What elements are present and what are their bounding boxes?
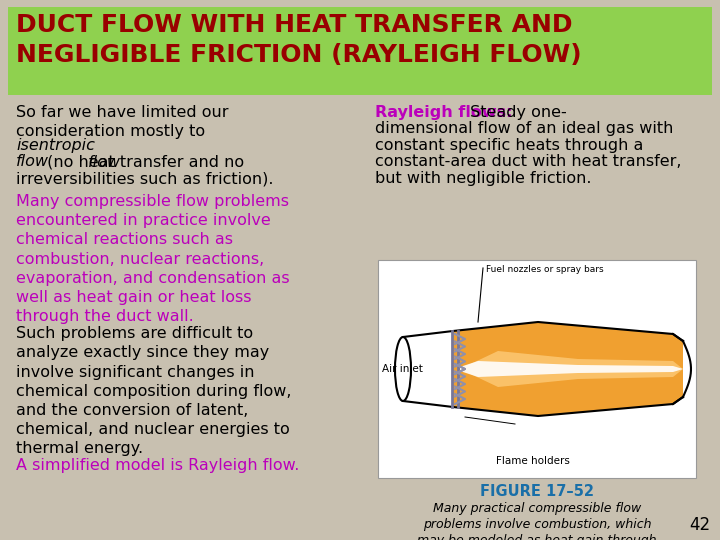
Polygon shape <box>460 361 683 377</box>
Text: irreversibilities such as friction).: irreversibilities such as friction). <box>16 171 274 186</box>
Text: Many compressible flow problems
encountered in practice involve
chemical reactio: Many compressible flow problems encounte… <box>16 194 289 325</box>
Text: So far we have limited our
consideration mostly to: So far we have limited our consideration… <box>16 105 228 139</box>
Text: Steady one-: Steady one- <box>465 105 567 120</box>
Text: DUCT FLOW WITH HEAT TRANSFER AND: DUCT FLOW WITH HEAT TRANSFER AND <box>16 13 572 37</box>
Ellipse shape <box>395 337 411 401</box>
Text: Fuel nozzles or spray bars: Fuel nozzles or spray bars <box>486 265 603 274</box>
Text: Flame holders: Flame holders <box>496 456 570 466</box>
Text: flow: flow <box>16 154 49 170</box>
Polygon shape <box>453 322 683 416</box>
Text: constant-area duct with heat transfer,: constant-area duct with heat transfer, <box>375 154 682 170</box>
Text: isentropic: isentropic <box>16 138 95 153</box>
Text: constant specific heats through a: constant specific heats through a <box>375 138 644 153</box>
Text: FIGURE 17–52: FIGURE 17–52 <box>480 484 594 499</box>
Text: flow: flow <box>88 138 121 171</box>
Text: dimensional flow of an ideal gas with: dimensional flow of an ideal gas with <box>375 122 673 137</box>
Text: Rayleigh flows:: Rayleigh flows: <box>375 105 513 120</box>
Text: Such problems are difficult to
analyze exactly since they may
involve significan: Such problems are difficult to analyze e… <box>16 326 292 456</box>
Text: Air inlet: Air inlet <box>382 364 423 374</box>
FancyBboxPatch shape <box>378 260 696 478</box>
Text: but with negligible friction.: but with negligible friction. <box>375 171 592 186</box>
Text: A simplified model is Rayleigh flow.: A simplified model is Rayleigh flow. <box>16 458 300 473</box>
Text: (no heat transfer and no: (no heat transfer and no <box>42 154 244 170</box>
Text: Many practical compressible flow
problems involve combustion, which
may be model: Many practical compressible flow problem… <box>418 502 657 540</box>
Polygon shape <box>460 351 683 387</box>
Text: NEGLIGIBLE FRICTION (RAYLEIGH FLOW): NEGLIGIBLE FRICTION (RAYLEIGH FLOW) <box>16 43 582 67</box>
Text: 42: 42 <box>689 516 710 534</box>
FancyBboxPatch shape <box>8 7 712 95</box>
